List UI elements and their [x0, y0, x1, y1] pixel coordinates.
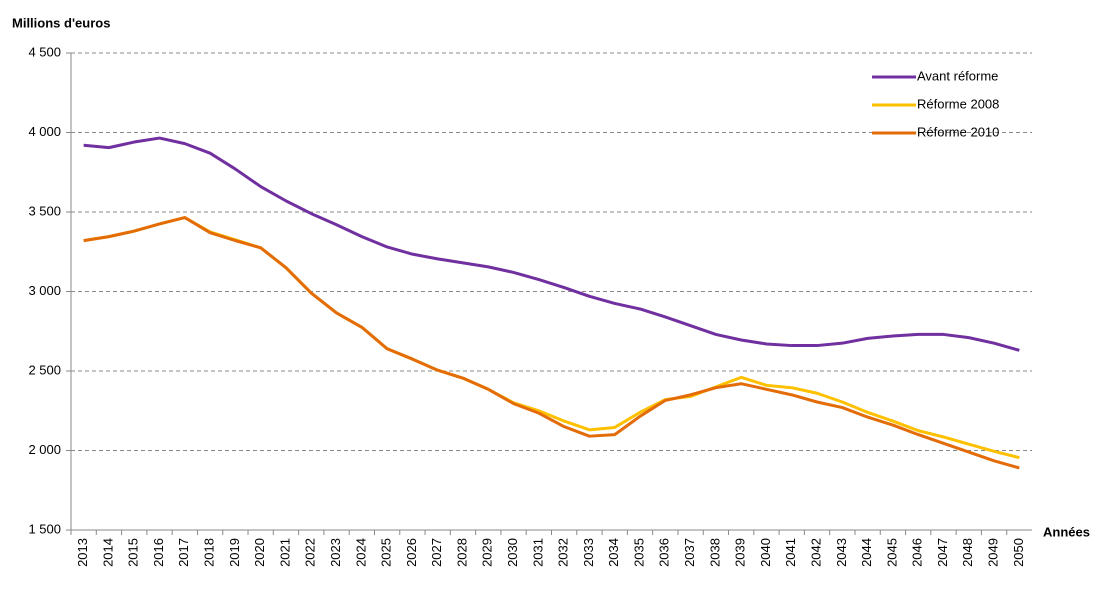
x-tick-label: 2045: [884, 538, 899, 567]
legend-label: Réforme 2008: [917, 96, 999, 111]
y-axis-title: Millions d'euros: [12, 15, 110, 30]
x-tick-label: 2039: [733, 538, 748, 567]
x-tick-label: 2032: [556, 538, 571, 567]
x-tick-label: 2028: [454, 538, 469, 567]
x-tick-label: 2040: [758, 538, 773, 567]
x-tick-label: 2030: [505, 538, 520, 567]
y-tick-label: 4 000: [28, 124, 61, 139]
x-tick-label: 2013: [75, 538, 90, 567]
y-tick-label: 3 500: [28, 203, 61, 218]
x-tick-label: 2023: [328, 538, 343, 567]
x-tick-label: 2024: [353, 538, 368, 567]
x-tick-label: 2014: [100, 538, 115, 567]
x-tick-label: 2049: [986, 538, 1001, 567]
x-tick-label: 2042: [808, 538, 823, 567]
series-line: [83, 216, 1020, 470]
x-tick-label: 2015: [126, 538, 141, 567]
x-tick-label: 2044: [859, 538, 874, 567]
x-tick-label: 2043: [834, 538, 849, 567]
x-tick-label: 2046: [910, 538, 925, 567]
x-tick-label: 2018: [202, 538, 217, 567]
x-tick-label: 2035: [631, 538, 646, 567]
x-tick-label: 2036: [657, 538, 672, 567]
x-tick-label: 2016: [151, 538, 166, 567]
x-tick-label: 2025: [379, 538, 394, 567]
x-tick-label: 2050: [1011, 538, 1026, 567]
y-tick-label: 4 500: [28, 44, 61, 59]
y-tick-label: 2 000: [28, 442, 61, 457]
series-line: [83, 136, 1020, 352]
x-tick-label: 2038: [707, 538, 722, 567]
x-axis-title: Années: [1043, 524, 1090, 539]
x-tick-label: 2037: [682, 538, 697, 567]
y-tick-label: 2 500: [28, 362, 61, 377]
x-tick-label: 2033: [581, 538, 596, 567]
x-tick-label: 2047: [935, 538, 950, 567]
x-tick-label: 2021: [277, 538, 292, 567]
x-tick-label: 2034: [606, 538, 621, 567]
x-tick-label: 2020: [252, 538, 267, 567]
y-tick-label: 3 000: [28, 283, 61, 298]
x-tick-label: 2026: [404, 538, 419, 567]
x-tick-label: 2048: [960, 538, 975, 567]
x-tick-label: 2019: [227, 538, 242, 567]
y-tick-label: 1 500: [28, 521, 61, 536]
legend-label: Avant réforme: [917, 68, 998, 83]
x-tick-label: 2029: [480, 538, 495, 567]
x-tick-label: 2017: [176, 538, 191, 567]
legend-label: Réforme 2010: [917, 124, 999, 139]
x-tick-label: 2031: [530, 538, 545, 567]
x-tick-label: 2022: [303, 538, 318, 567]
x-tick-label: 2027: [429, 538, 444, 567]
x-tick-label: 2041: [783, 538, 798, 567]
